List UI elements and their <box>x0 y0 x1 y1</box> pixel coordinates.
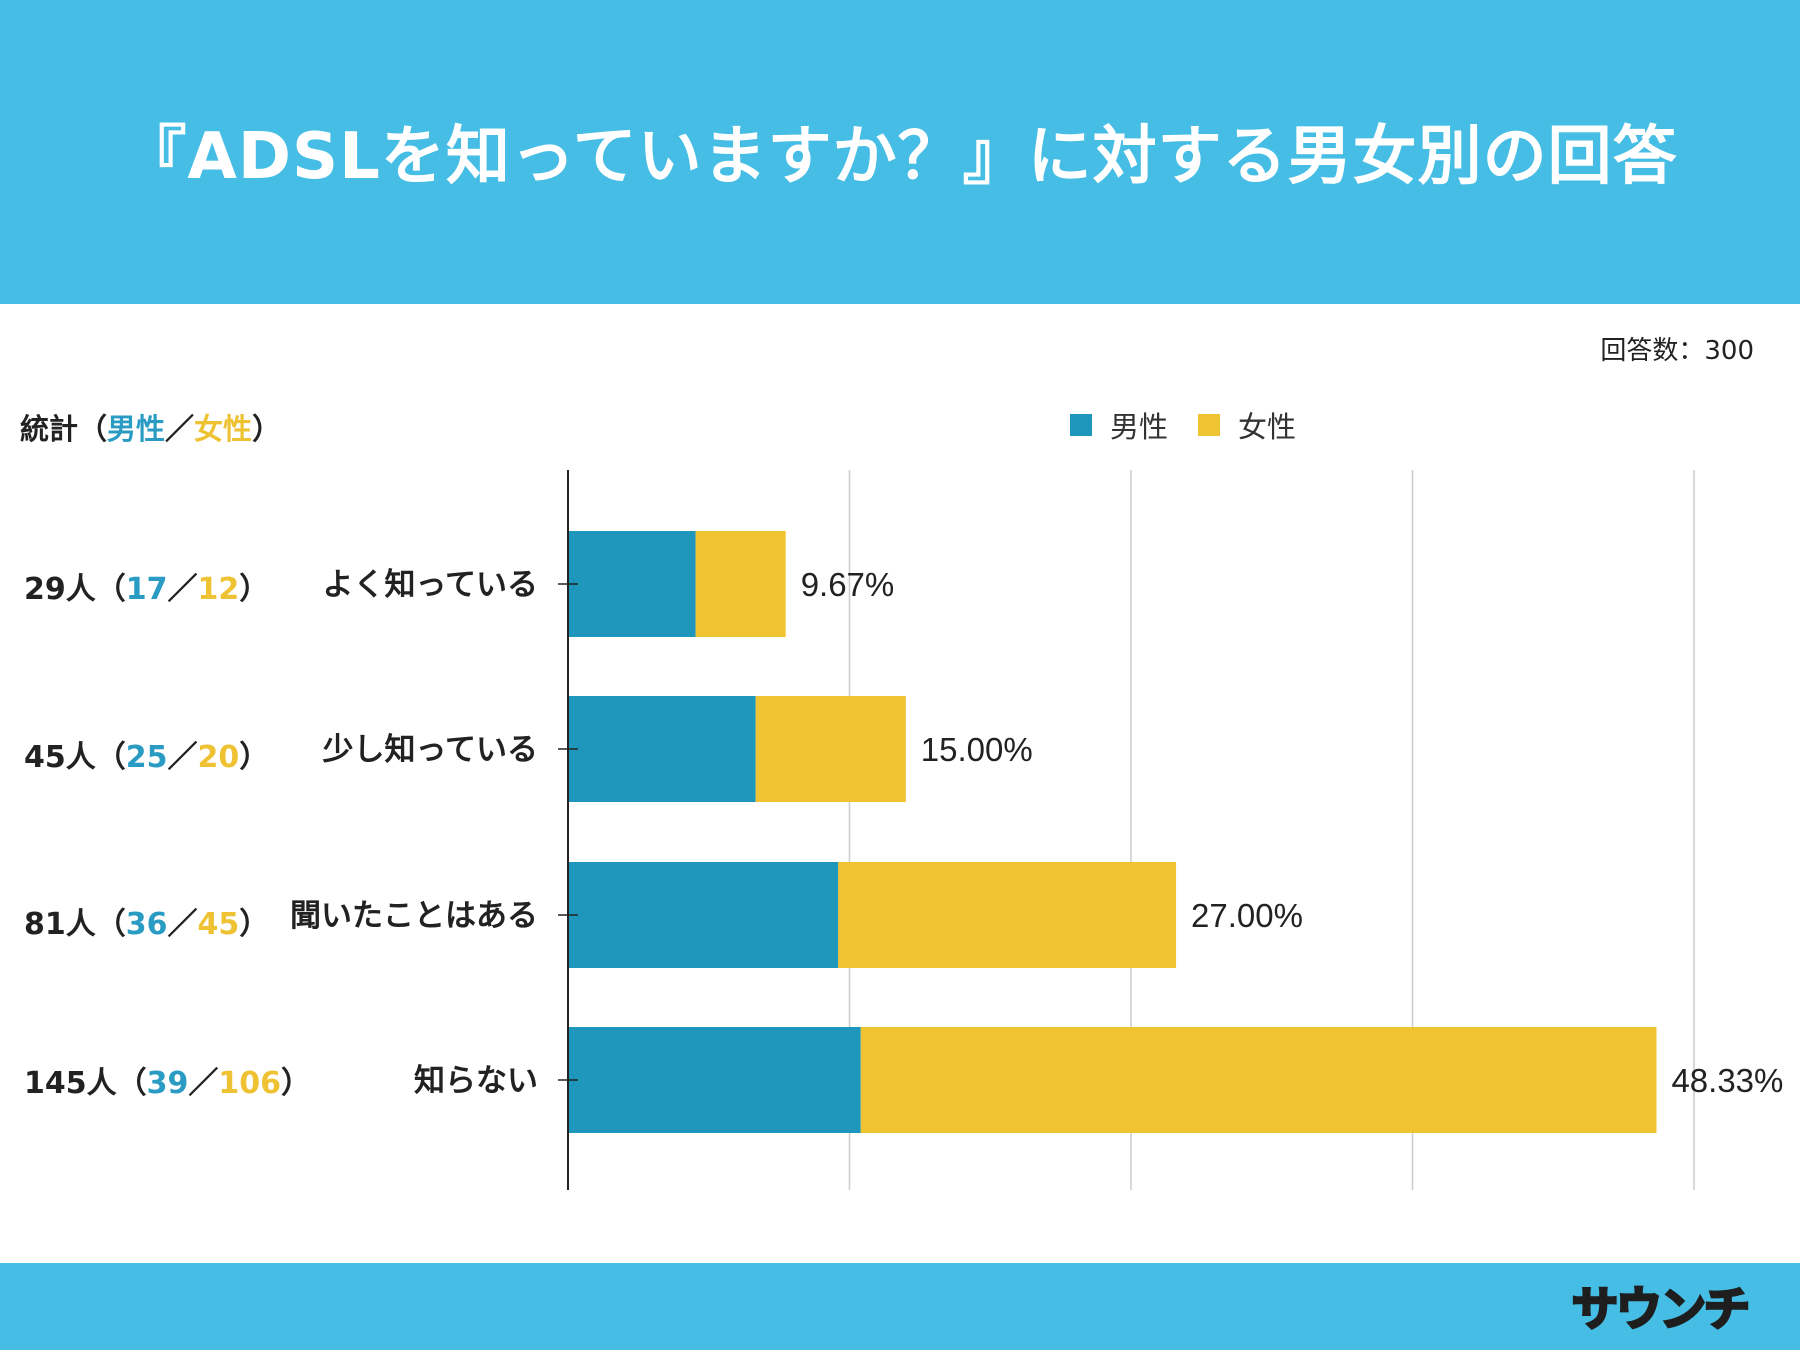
category-label: 聞いたことはある <box>290 898 538 934</box>
data-label: 48.33% <box>1671 1062 1783 1099</box>
bar-male <box>568 862 838 968</box>
data-label: 15.00% <box>921 731 1033 768</box>
category-label: よく知っている <box>323 567 538 603</box>
bar-female <box>838 862 1176 968</box>
data-label: 9.67% <box>801 566 895 603</box>
category-label: 少し知っている <box>323 732 538 768</box>
bar-male <box>568 696 756 802</box>
stacked-bar-chart: 9.67% よく知っている 15.00% 少し知っている 27.00% 聞いたことはある 4… <box>0 0 1800 1263</box>
category-label: 知らない <box>414 1063 538 1099</box>
bar-male <box>568 1027 861 1133</box>
footer-banner <box>0 1263 1800 1350</box>
bar-female <box>756 696 906 802</box>
bar-female <box>696 531 786 637</box>
data-label: 27.00% <box>1191 897 1303 934</box>
bar-female <box>861 1027 1657 1133</box>
brand-logo: サウンチ <box>1572 1273 1748 1339</box>
bar-male <box>568 531 696 637</box>
